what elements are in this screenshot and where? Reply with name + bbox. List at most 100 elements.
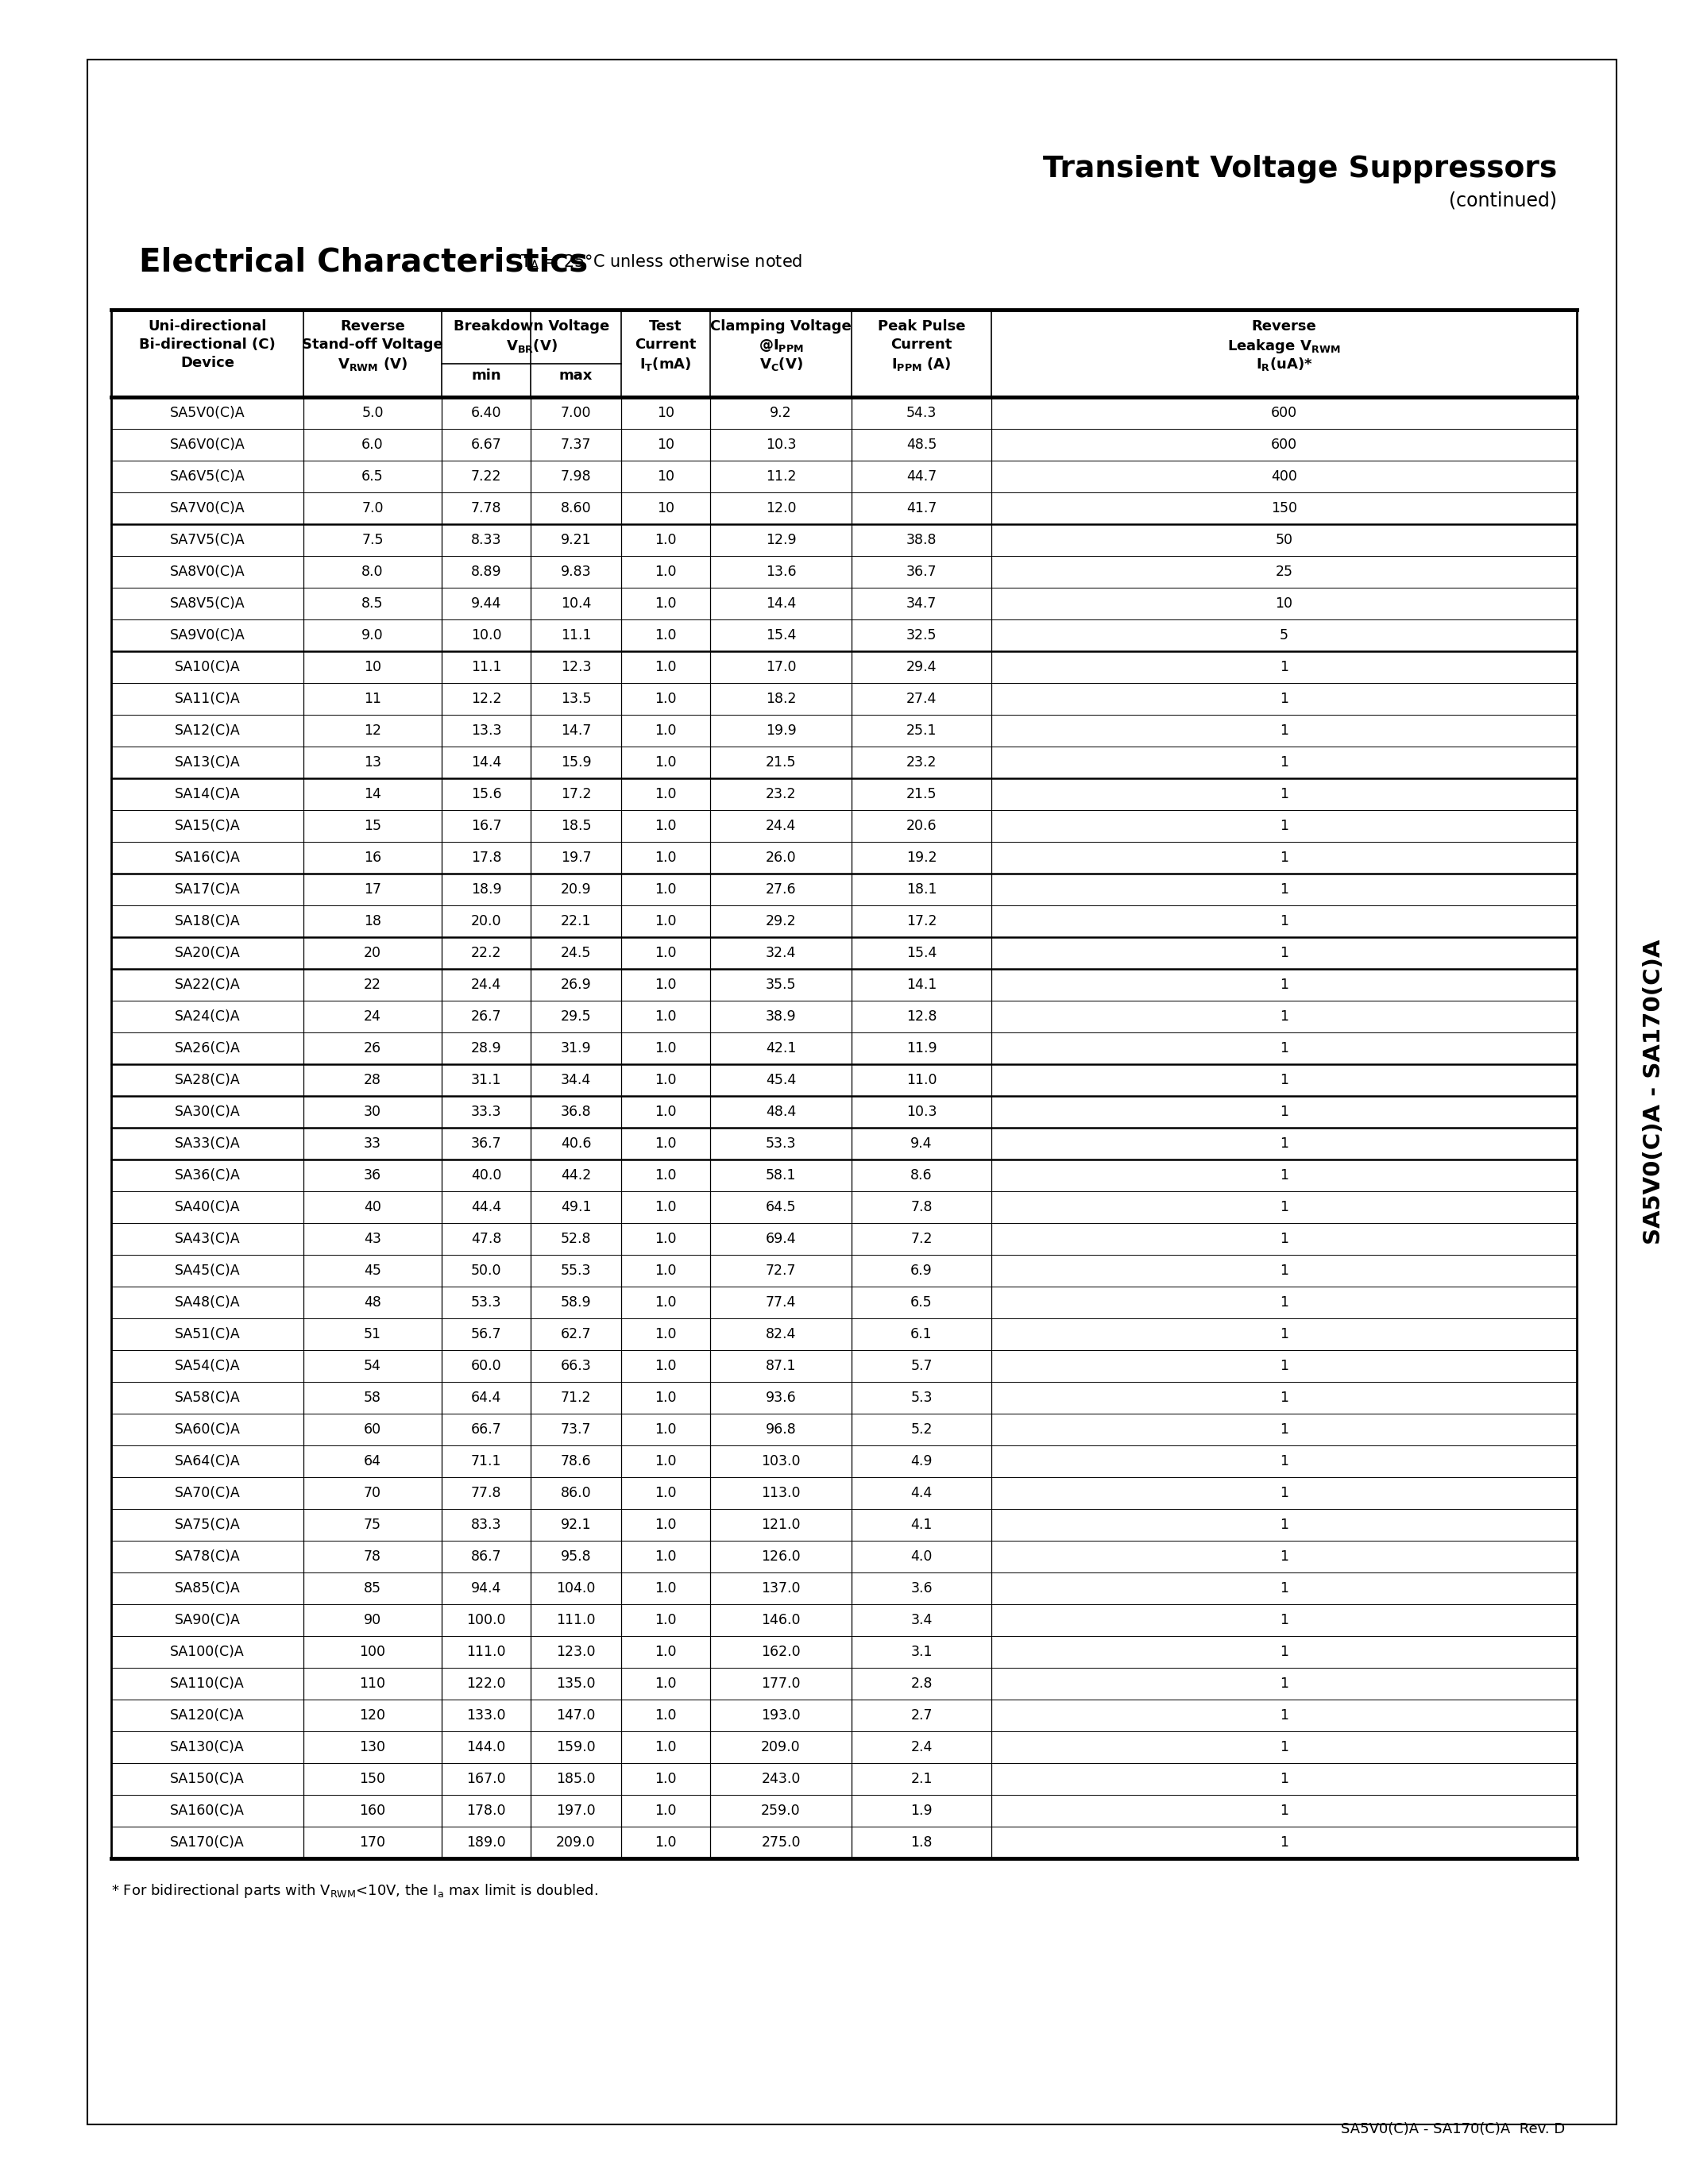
Text: SA7V5(C)A: SA7V5(C)A [170, 533, 245, 548]
Text: 36.8: 36.8 [560, 1105, 591, 1118]
Text: 189.0: 189.0 [466, 1835, 506, 1850]
Text: 49.1: 49.1 [560, 1199, 591, 1214]
Text: SA40(C)A: SA40(C)A [174, 1199, 240, 1214]
Text: 25.1: 25.1 [906, 723, 937, 738]
Text: 50.0: 50.0 [471, 1265, 501, 1278]
Text: 113.0: 113.0 [761, 1485, 800, 1500]
Text: SA60(C)A: SA60(C)A [174, 1422, 240, 1437]
Text: 1: 1 [1280, 1009, 1288, 1024]
Text: 40.6: 40.6 [560, 1136, 591, 1151]
Text: 1.8: 1.8 [910, 1835, 932, 1850]
Text: 14: 14 [365, 786, 381, 802]
Text: 8.6: 8.6 [910, 1168, 932, 1182]
Text: 20.6: 20.6 [906, 819, 937, 832]
Text: 51: 51 [365, 1328, 381, 1341]
Text: 21.5: 21.5 [906, 786, 937, 802]
Text: 7.5: 7.5 [361, 533, 383, 548]
Text: 6.5: 6.5 [361, 470, 383, 483]
Text: 1.0: 1.0 [655, 1265, 677, 1278]
Text: 18.1: 18.1 [906, 882, 937, 898]
Text: 2.7: 2.7 [910, 1708, 932, 1723]
Text: 9.2: 9.2 [770, 406, 792, 419]
Text: 1.0: 1.0 [655, 786, 677, 802]
Text: 8.5: 8.5 [361, 596, 383, 612]
Text: 1: 1 [1280, 819, 1288, 832]
Text: SA15(C)A: SA15(C)A [174, 819, 240, 832]
Text: SA5V0(C)A: SA5V0(C)A [170, 406, 245, 419]
Text: 104.0: 104.0 [557, 1581, 596, 1597]
Text: 10: 10 [1276, 596, 1293, 612]
Text: 1.0: 1.0 [655, 629, 677, 642]
Text: 1.9: 1.9 [910, 1804, 932, 1817]
Text: 95.8: 95.8 [560, 1548, 591, 1564]
Text: 53.3: 53.3 [766, 1136, 797, 1151]
Text: 96.8: 96.8 [765, 1422, 797, 1437]
Text: 4.9: 4.9 [910, 1455, 932, 1468]
Text: 137.0: 137.0 [761, 1581, 800, 1597]
Text: 26.7: 26.7 [471, 1009, 501, 1024]
Text: 1: 1 [1280, 1581, 1288, 1597]
Text: 600: 600 [1271, 406, 1298, 419]
Text: 1.0: 1.0 [655, 723, 677, 738]
Text: 93.6: 93.6 [765, 1391, 797, 1404]
Text: 33.3: 33.3 [471, 1105, 501, 1118]
Text: 28.9: 28.9 [471, 1042, 501, 1055]
Text: 36.7: 36.7 [906, 566, 937, 579]
Text: 2.4: 2.4 [910, 1741, 932, 1754]
Text: 11.0: 11.0 [906, 1072, 937, 1088]
Text: 47.8: 47.8 [471, 1232, 501, 1247]
Text: 20.9: 20.9 [560, 882, 591, 898]
Text: 23.2: 23.2 [906, 756, 937, 769]
Text: Electrical Characteristics: Electrical Characteristics [138, 247, 587, 277]
Text: 1.0: 1.0 [655, 1614, 677, 1627]
Text: 1: 1 [1280, 978, 1288, 992]
Text: 1: 1 [1280, 1136, 1288, 1151]
Text: 111.0: 111.0 [466, 1645, 506, 1660]
Text: 42.1: 42.1 [766, 1042, 797, 1055]
Text: 1: 1 [1280, 1645, 1288, 1660]
Text: 66.3: 66.3 [560, 1358, 591, 1374]
Text: 1.0: 1.0 [655, 1199, 677, 1214]
Text: Uni-directional: Uni-directional [149, 319, 267, 334]
Text: 13.3: 13.3 [471, 723, 501, 738]
Text: 12.3: 12.3 [560, 660, 591, 675]
Text: 1.0: 1.0 [655, 1295, 677, 1310]
Text: 1: 1 [1280, 915, 1288, 928]
Text: SA90(C)A: SA90(C)A [174, 1614, 240, 1627]
Text: $\mathregular{I_R}$(uA)*: $\mathregular{I_R}$(uA)* [1256, 356, 1312, 373]
Text: Breakdown Voltage: Breakdown Voltage [454, 319, 609, 334]
Text: 600: 600 [1271, 437, 1298, 452]
Text: 1.0: 1.0 [655, 819, 677, 832]
Text: 121.0: 121.0 [761, 1518, 800, 1531]
Text: 7.78: 7.78 [471, 500, 501, 515]
Text: SA5V0(C)A - SA170(C)A: SA5V0(C)A - SA170(C)A [1642, 939, 1664, 1245]
Text: SA110(C)A: SA110(C)A [170, 1677, 245, 1690]
Text: 11.9: 11.9 [906, 1042, 937, 1055]
Text: 178.0: 178.0 [466, 1804, 506, 1817]
Text: 86.0: 86.0 [560, 1485, 591, 1500]
Text: 9.21: 9.21 [560, 533, 591, 548]
Text: 26.9: 26.9 [560, 978, 591, 992]
Text: 9.4: 9.4 [910, 1136, 932, 1151]
Text: 7.0: 7.0 [361, 500, 383, 515]
Text: 1: 1 [1280, 756, 1288, 769]
Text: 1.0: 1.0 [655, 1741, 677, 1754]
Text: 19.9: 19.9 [765, 723, 797, 738]
Text: min: min [471, 369, 501, 382]
Text: Transient Voltage Suppressors: Transient Voltage Suppressors [1043, 155, 1556, 183]
Text: 10: 10 [657, 500, 675, 515]
Text: 1.0: 1.0 [655, 1548, 677, 1564]
Text: SA58(C)A: SA58(C)A [174, 1391, 240, 1404]
Text: 58.9: 58.9 [560, 1295, 591, 1310]
Text: SA78(C)A: SA78(C)A [174, 1548, 240, 1564]
Text: 3.1: 3.1 [910, 1645, 932, 1660]
Text: 5.3: 5.3 [910, 1391, 932, 1404]
Text: 209.0: 209.0 [557, 1835, 596, 1850]
Text: SA150(C)A: SA150(C)A [170, 1771, 245, 1787]
Text: $\mathregular{I_{PPM}}$ (A): $\mathregular{I_{PPM}}$ (A) [891, 356, 952, 373]
Text: 1: 1 [1280, 1771, 1288, 1787]
Text: 10.0: 10.0 [471, 629, 501, 642]
Text: 1.0: 1.0 [655, 1708, 677, 1723]
Text: SA70(C)A: SA70(C)A [174, 1485, 240, 1500]
Text: 1.0: 1.0 [655, 1645, 677, 1660]
